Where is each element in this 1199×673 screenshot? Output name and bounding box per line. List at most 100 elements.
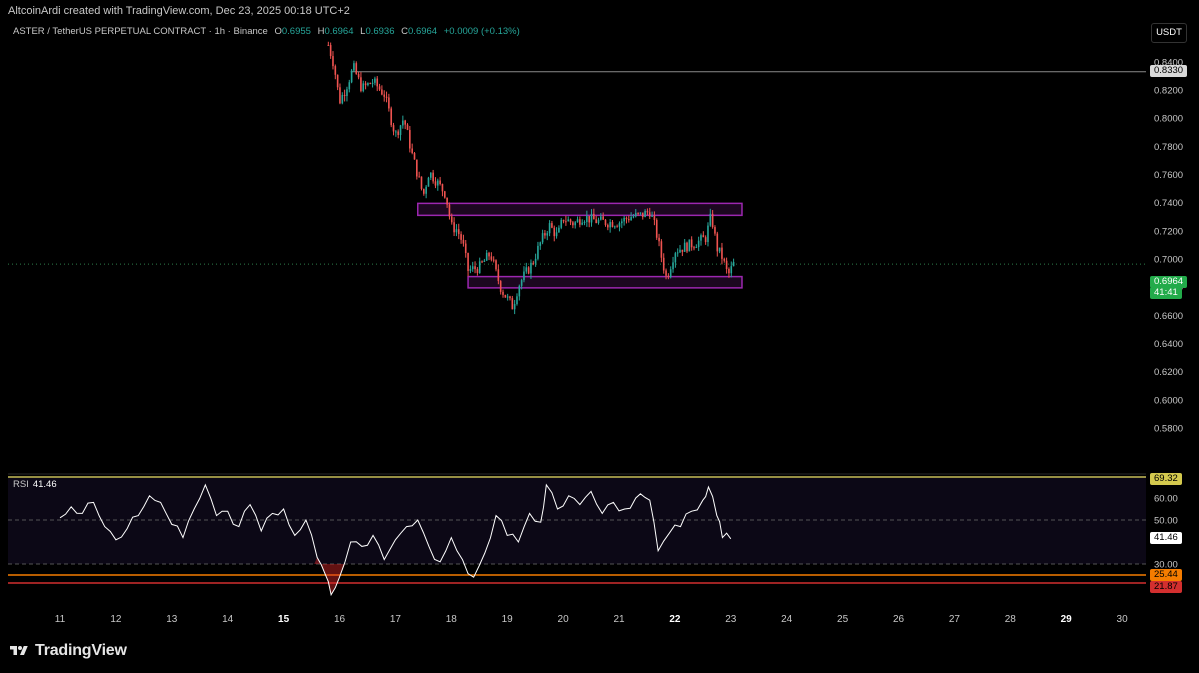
time-tick-label: 13 <box>166 614 178 625</box>
candle-body <box>346 89 348 97</box>
candle-body <box>574 222 577 226</box>
candle-body <box>485 252 488 261</box>
candle-body <box>385 96 388 98</box>
candle <box>485 249 488 261</box>
candle <box>646 208 649 216</box>
candle-body <box>353 63 355 71</box>
candle-body <box>381 89 383 95</box>
candle-body <box>676 252 679 254</box>
candle <box>513 299 516 315</box>
candle-body <box>553 227 556 237</box>
candle-body <box>399 125 402 135</box>
candle <box>364 81 367 90</box>
candle-body <box>586 216 588 222</box>
rsi-value-tag: 41.46 <box>1150 532 1182 544</box>
candle-body <box>686 242 688 252</box>
price-tick-label: 0.5800 <box>1154 424 1183 435</box>
candle-body <box>416 159 418 177</box>
candle <box>548 220 551 237</box>
price-tick-label: 0.8200 <box>1154 86 1183 97</box>
candle-body <box>434 181 437 186</box>
candle-body <box>702 235 705 238</box>
candle <box>423 188 425 196</box>
candle <box>504 294 507 298</box>
candle-body <box>555 232 558 237</box>
candle <box>329 42 332 59</box>
candle <box>392 122 395 136</box>
candle-body <box>597 219 600 223</box>
candle <box>693 245 695 251</box>
candle <box>576 216 579 223</box>
candle-body <box>704 237 707 243</box>
candle <box>343 89 346 102</box>
candle-body <box>513 304 516 310</box>
candle-body <box>378 86 381 90</box>
candle <box>618 221 621 232</box>
candle <box>367 82 369 87</box>
candle <box>721 242 723 265</box>
candle <box>360 72 362 93</box>
candle-body <box>679 249 681 253</box>
candle <box>483 258 486 263</box>
candle-body <box>616 226 618 228</box>
candle-body <box>329 45 332 57</box>
candle-body <box>367 83 369 86</box>
chart-frame <box>8 20 1191 629</box>
time-tick-label: 15 <box>278 614 290 625</box>
candle-body <box>418 176 420 178</box>
candle <box>467 252 469 277</box>
candle-body <box>651 215 653 217</box>
candle <box>714 225 716 236</box>
candle <box>593 208 595 220</box>
candle <box>637 212 639 216</box>
candle <box>630 212 632 221</box>
candle-body <box>481 261 483 263</box>
countdown-tag: 41:41 <box>1150 287 1182 299</box>
candle-body <box>604 219 607 225</box>
candle-body <box>728 269 730 274</box>
candle <box>616 224 618 228</box>
price-tick-label: 0.8000 <box>1154 114 1183 125</box>
candle-body <box>539 242 542 246</box>
candle <box>432 169 434 184</box>
currency-button[interactable]: USDT <box>1151 23 1187 43</box>
candle <box>406 123 409 131</box>
candle-body <box>453 222 455 233</box>
candle-body <box>711 213 714 228</box>
candle-body <box>476 269 479 273</box>
candle <box>418 171 420 178</box>
candle-body <box>641 212 644 218</box>
candle <box>669 266 672 279</box>
candle-body <box>583 221 586 223</box>
price-tick-label: 0.7600 <box>1154 170 1183 181</box>
candle-body <box>411 148 413 153</box>
price-tick-label: 0.6200 <box>1154 367 1183 378</box>
rsi-pane <box>8 478 1146 597</box>
candle-body <box>544 233 546 236</box>
candle-body <box>374 78 376 83</box>
candle <box>348 79 351 93</box>
tradingview-logo[interactable]: TradingView <box>9 642 127 660</box>
candle-body <box>478 261 481 273</box>
time-tick-label: 24 <box>781 614 793 625</box>
candle <box>509 295 511 301</box>
time-tick-label: 22 <box>669 614 681 625</box>
candle <box>511 295 514 310</box>
candle <box>332 51 334 70</box>
candle <box>611 220 614 228</box>
time-tick-label: 20 <box>558 614 570 625</box>
candle <box>464 239 467 258</box>
candle-body <box>462 239 465 244</box>
candle <box>339 83 341 105</box>
candle-body <box>460 234 462 240</box>
candle-body <box>343 94 346 97</box>
candle <box>341 92 344 105</box>
candle <box>707 222 709 247</box>
candle <box>711 210 714 229</box>
header-bar: AltcoinArdi created with TradingView.com… <box>0 0 1199 20</box>
candle <box>402 115 404 129</box>
candle <box>362 80 365 93</box>
candle <box>681 249 684 257</box>
candle <box>641 212 644 220</box>
